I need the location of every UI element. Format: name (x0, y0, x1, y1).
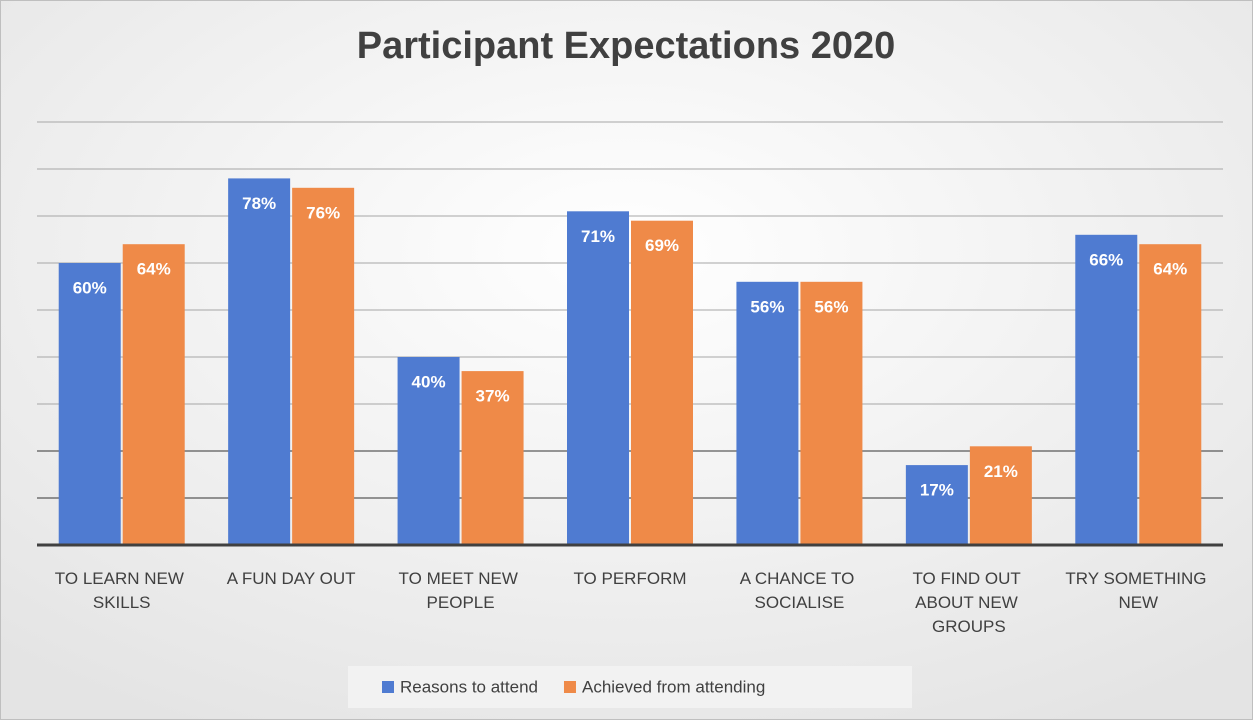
data-label: 76% (306, 203, 340, 222)
bar (122, 244, 185, 545)
bar (58, 263, 121, 545)
bar (736, 281, 799, 545)
x-tick-label: TRY SOMETHING NEW (1065, 569, 1211, 612)
x-tick-label: TO FIND OUT ABOUT NEW GROUPS (912, 569, 1025, 636)
x-tick-label: TO LEARN NEW SKILLS (55, 569, 189, 612)
data-label: 78% (242, 194, 276, 213)
legend-swatch (382, 681, 394, 693)
chart-title: Participant Expectations 2020 (357, 25, 896, 67)
data-label: 69% (645, 236, 679, 255)
x-tick-label: A CHANCE TO SOCIALISE (740, 569, 859, 612)
data-label: 66% (1089, 250, 1123, 269)
bar (461, 371, 524, 545)
legend-label: Achieved from attending (582, 677, 765, 696)
data-label: 56% (814, 297, 848, 316)
legend-box (348, 666, 912, 708)
data-label: 56% (750, 297, 784, 316)
bar (567, 211, 629, 546)
bar (292, 187, 355, 546)
bar (1075, 234, 1138, 546)
bar (800, 281, 863, 545)
bar (397, 357, 460, 545)
data-label: 37% (476, 387, 510, 406)
data-label: 21% (984, 462, 1018, 481)
legend-label: Reasons to attend (400, 677, 538, 696)
x-tick-label: TO PERFORM (573, 569, 686, 588)
bar (228, 178, 291, 545)
bar (1139, 244, 1202, 545)
bar (969, 446, 1032, 545)
x-tick-label: A FUN DAY OUT (227, 569, 356, 588)
data-label: 64% (1153, 260, 1187, 279)
data-label: 60% (73, 278, 107, 297)
data-label: 17% (920, 481, 954, 500)
x-tick-label: TO MEET NEW PEOPLE (399, 569, 523, 612)
bar (631, 220, 693, 545)
data-label: 71% (581, 227, 615, 246)
bar (905, 465, 968, 545)
legend-swatch (563, 681, 576, 693)
data-label: 64% (137, 260, 171, 279)
data-label: 40% (412, 372, 446, 391)
